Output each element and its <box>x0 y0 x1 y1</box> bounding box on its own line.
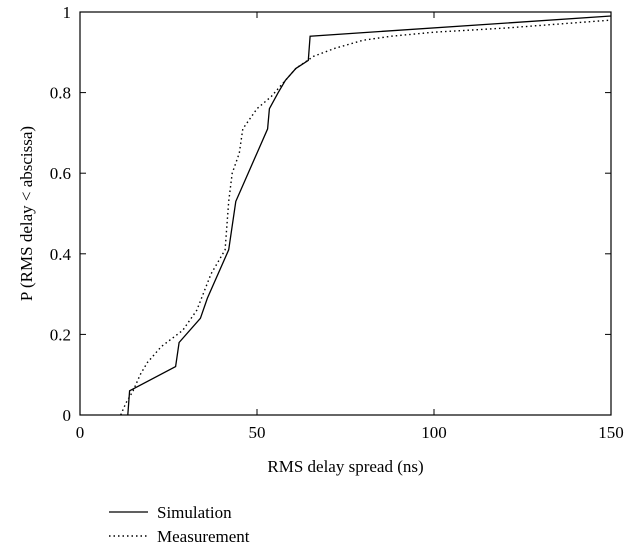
y-tick-label: 0 <box>63 406 72 425</box>
x-tick-label: 100 <box>421 423 447 442</box>
series-line-simulation <box>127 15 612 416</box>
x-axis-label: RMS delay spread (ns) <box>267 457 423 476</box>
y-axis-label: P (RMS delay < abscissa) <box>17 126 36 301</box>
y-tick-label: 0.2 <box>50 325 71 344</box>
plot-frame <box>79 11 612 416</box>
y-tick-label: 0.4 <box>50 245 72 264</box>
x-tick-label: 0 <box>76 423 85 442</box>
legend-label: Simulation <box>157 503 232 522</box>
series-line-measurement <box>120 19 612 416</box>
plot-lines <box>120 15 612 416</box>
x-tick-label: 50 <box>249 423 266 442</box>
legend: Simulation Measurement <box>109 503 250 546</box>
legend-label: Measurement <box>157 527 250 546</box>
y-axis-ticks: 0 0.2 0.4 0.6 0.8 1 <box>50 3 611 425</box>
y-tick-label: 1 <box>63 3 72 22</box>
y-tick-label: 0.6 <box>50 164 71 183</box>
y-tick-label: 0.8 <box>50 84 71 103</box>
x-tick-label: 150 <box>598 423 624 442</box>
x-axis-ticks: 0 50 100 150 <box>76 12 624 442</box>
